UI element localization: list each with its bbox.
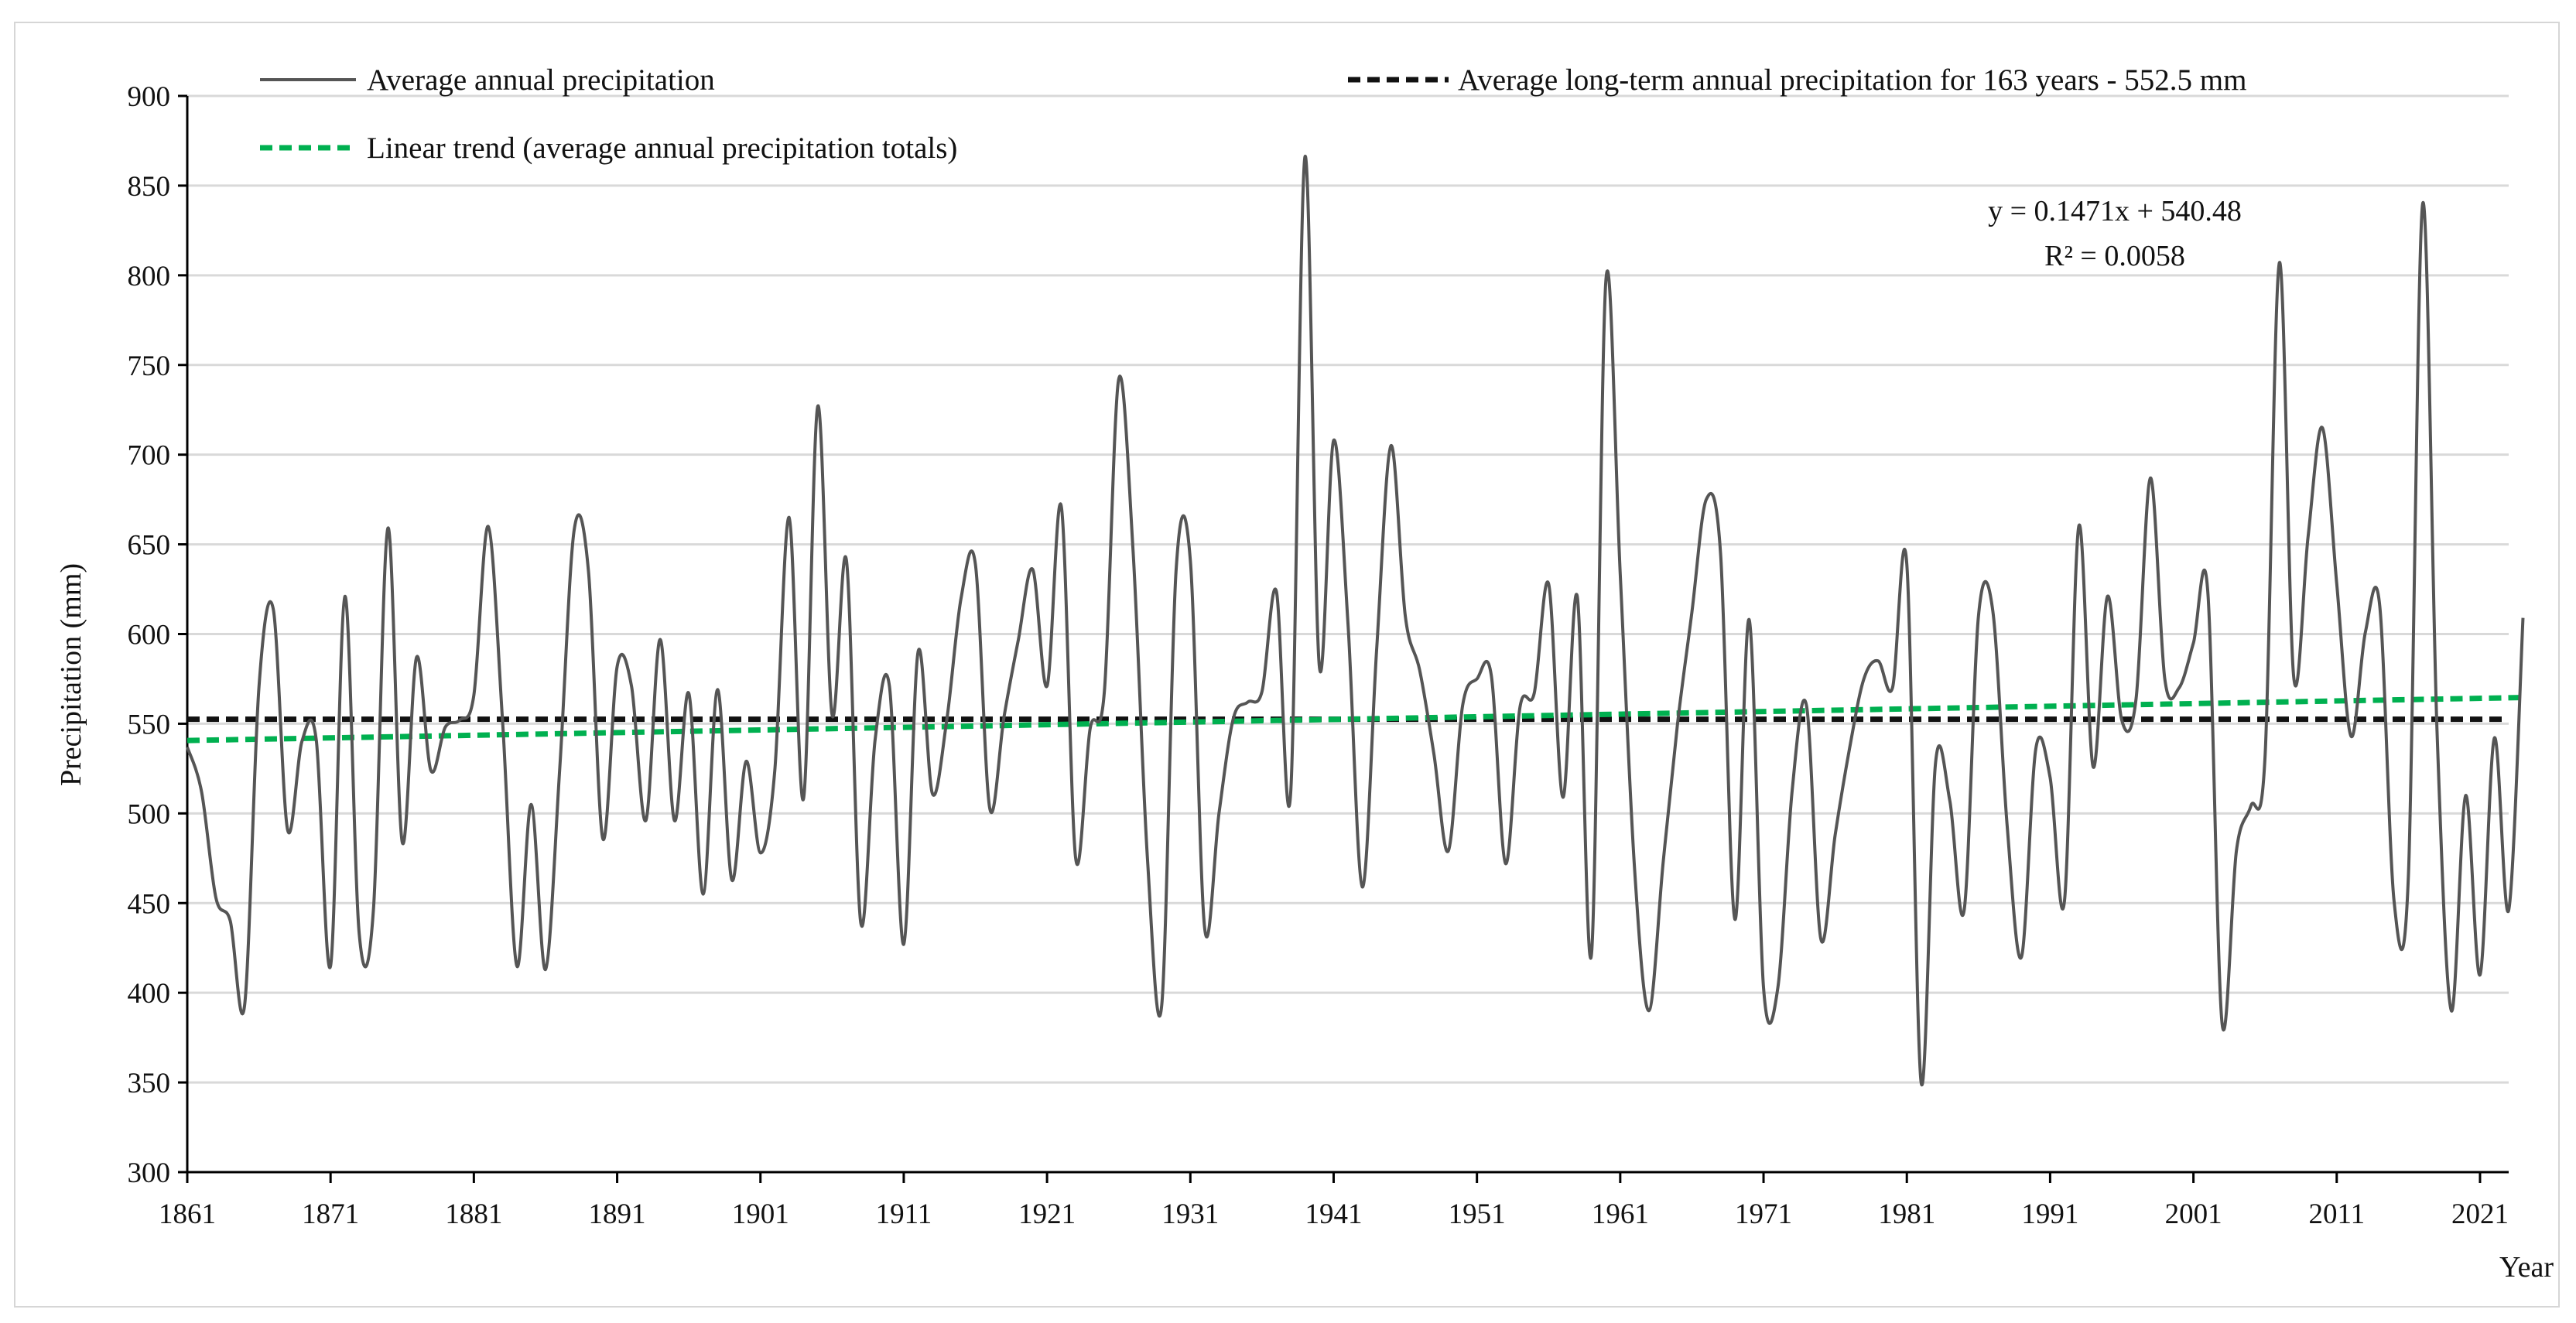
x-tick-label-1951: 1951 [1449,1198,1506,1230]
x-tick-label-1861: 1861 [159,1198,216,1230]
x-tick-labels: 1861 1871 1881 1891 1901 1911 1921 1931 1941 1951… [159,1198,2509,1230]
y-tick-label-500: 500 [128,798,171,830]
x-tick-label-1891: 1891 [589,1198,646,1230]
series-layer [186,155,2525,1087]
precipitation-line [186,155,2525,1087]
x-tick-label-2001: 2001 [2165,1198,2222,1230]
x-tick-label-1921: 1921 [1018,1198,1076,1230]
x-tick-label-1931: 1931 [1161,1198,1219,1230]
x-tick-label-1901: 1901 [732,1198,789,1230]
x-axis-label: Year [2499,1251,2554,1284]
legend-label-precipitation: Average annual precipitation [367,63,715,97]
y-tick-label-750: 750 [128,350,171,382]
y-tick-label-850: 850 [128,171,171,203]
chart-frame [14,22,2560,1308]
x-tick-label-1881: 1881 [445,1198,502,1230]
x-tick-label-1971: 1971 [1735,1198,1792,1230]
y-tick-labels: 300 350 400 450 500 550 600 650 700 750 800 850 900 [128,81,171,1189]
trend-line [186,695,2523,744]
x-tick-label-1911: 1911 [876,1198,932,1230]
trend-equation: y = 0.1471x + 540.48 [1988,195,2242,227]
legend-label-mean: Average long-term annual precipitation f… [1458,63,2246,97]
y-tick-label-700: 700 [128,440,171,472]
y-tick-label-400: 400 [128,978,171,1010]
y-tick-label-550: 550 [128,709,171,740]
x-tick-label-2021: 2021 [2451,1198,2509,1230]
r-squared: R² = 0.0058 [2044,240,2185,272]
y-tick-label-650: 650 [128,530,171,562]
legend-label-trend: Linear trend (average annual precipitati… [367,132,957,165]
axis-layer [178,94,2509,1183]
y-tick-label-450: 450 [128,888,171,920]
x-tick-label-2011: 2011 [2308,1198,2365,1230]
x-tick-label-1961: 1961 [1592,1198,1649,1230]
x-tick-label-1941: 1941 [1305,1198,1362,1230]
x-tick-label-1871: 1871 [302,1198,359,1230]
y-tick-label-350: 350 [128,1068,171,1099]
y-tick-label-300: 300 [128,1157,171,1189]
y-tick-label-800: 800 [128,261,171,292]
legend: Average annual precipitation Average lon… [260,63,2246,165]
x-tick-label-1981: 1981 [1878,1198,1935,1230]
grid-layer [187,94,2509,1084]
y-tick-label-900: 900 [128,81,171,113]
y-axis-label: Precipitation (mm) [55,563,87,786]
x-tick-label-1991: 1991 [2021,1198,2078,1230]
y-tick-label-600: 600 [128,620,171,651]
